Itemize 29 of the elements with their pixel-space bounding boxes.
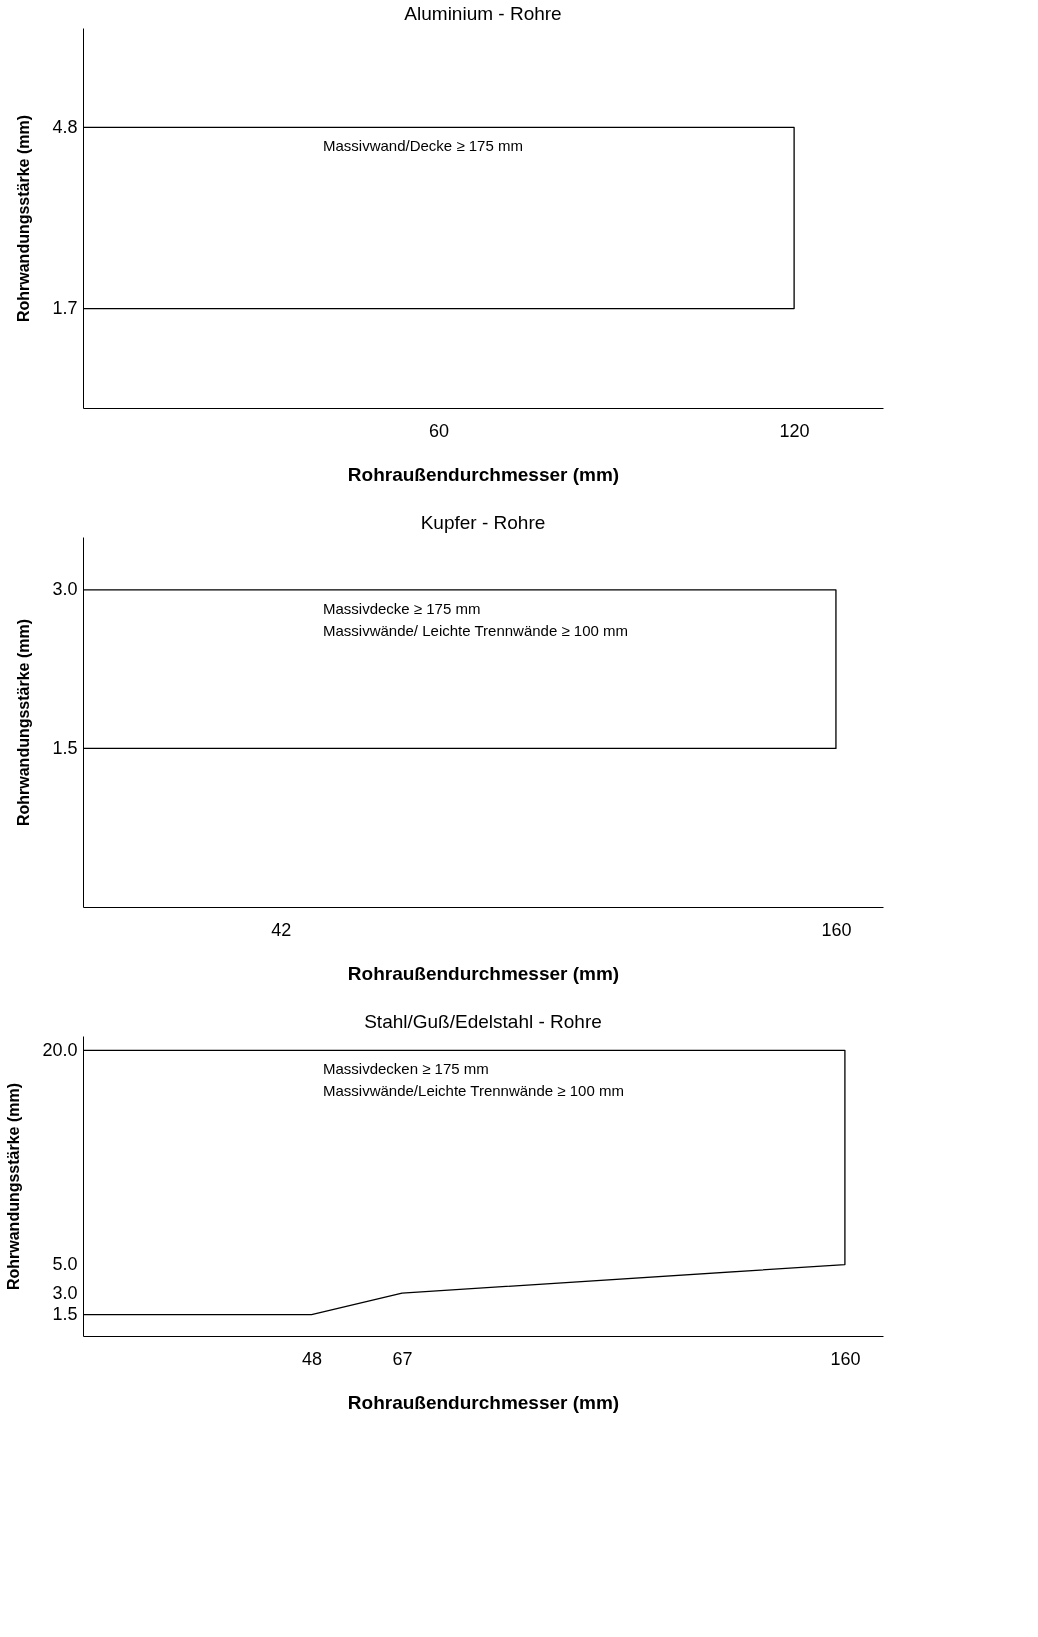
chart-title: Stahl/Guß/Edelstahl - Rohre [364, 1011, 602, 1032]
y-tick-label: 20.0 [42, 1039, 78, 1060]
y-tick-label: 1.7 [52, 298, 78, 319]
y-tick-label: 1.5 [52, 737, 78, 758]
annotation: Massivdecke ≥ 175 mm [323, 599, 481, 617]
y-axis-title: Rohrwandungsstärke (mm) [15, 618, 33, 827]
x-tick-label: 48 [302, 1348, 323, 1369]
y-tick-label: 1.5 [52, 1304, 78, 1325]
x-tick-label: 160 [830, 1348, 861, 1369]
y-axis-title: Rohrwandungsstärke (mm) [5, 1082, 23, 1291]
annotation: Massivwände/Leichte Trennwände ≥ 100 mm [323, 1082, 624, 1100]
y-tick-label: 4.8 [52, 116, 78, 137]
y-tick-label: 3.0 [52, 1282, 78, 1303]
x-tick-label: 160 [821, 919, 852, 940]
chart-title: Aluminium - Rohre [404, 3, 562, 24]
y-tick-label: 3.0 [52, 579, 78, 600]
y-axis-title: Rohrwandungsstärke (mm) [15, 114, 33, 323]
annotation: Massivwände/ Leichte Trennwände ≥ 100 mm [323, 621, 629, 639]
x-axis-title: Rohraußendurchmesser (mm) [347, 1391, 620, 1413]
annotation: Massivdecken ≥ 175 mm [323, 1060, 489, 1078]
x-axis-title: Rohraußendurchmesser (mm) [347, 463, 620, 485]
x-tick-label: 42 [271, 919, 292, 940]
x-tick-label: 120 [779, 420, 810, 441]
x-axis-title: Rohraußendurchmesser (mm) [347, 962, 620, 984]
annotation: Massivwand/Decke ≥ 175 mm [323, 137, 523, 155]
y-tick-label: 5.0 [52, 1254, 78, 1275]
chart-title: Kupfer - Rohre [420, 512, 546, 533]
x-tick-label: 60 [429, 420, 450, 441]
x-tick-label: 67 [392, 1348, 413, 1369]
